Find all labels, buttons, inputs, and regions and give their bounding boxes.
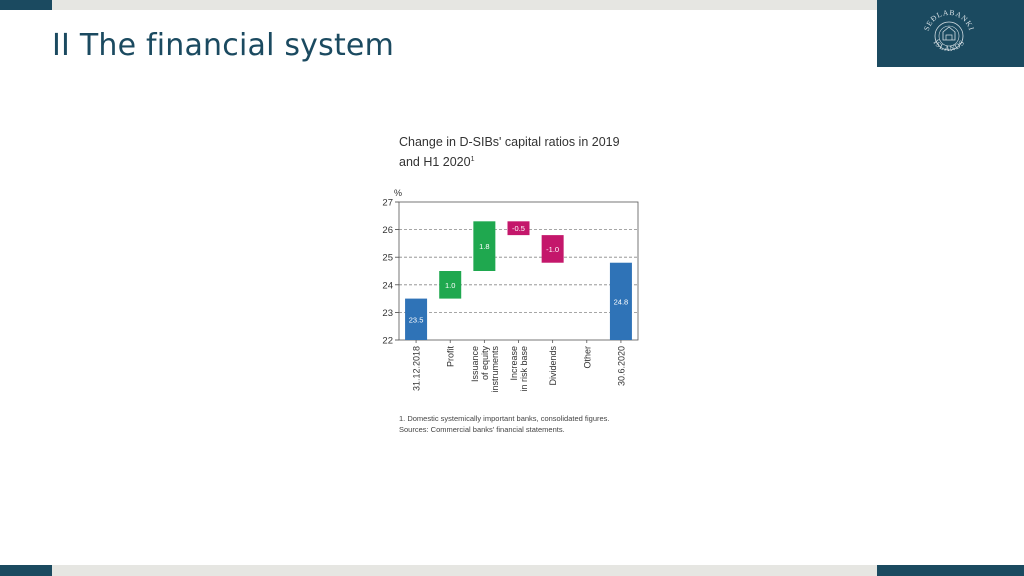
x-tick-label-line: Increase bbox=[509, 346, 519, 381]
bar-value-label: 23.5 bbox=[409, 315, 424, 324]
x-tick-label-line: Profit bbox=[446, 346, 456, 368]
x-tick-label: 31.12.2018 bbox=[412, 346, 422, 391]
y-axis-label: % bbox=[394, 188, 402, 198]
waterfall-chart: 22 23 24 25 26 27% 23.5 31.12.2018 1.0 Profit 1.8 I… bbox=[382, 188, 639, 393]
bottom-accent-bar-right bbox=[877, 565, 1024, 576]
footnote-sources: Sources: Commercial banks' financial sta… bbox=[399, 425, 565, 434]
x-tick-label: Increase in risk base bbox=[509, 346, 529, 392]
central-bank-logo: SEÐLABANKI ÍSLANDS bbox=[877, 0, 1024, 67]
x-tick-label-line: Issuance bbox=[470, 346, 480, 382]
x-tick-label-line: in risk base bbox=[519, 346, 529, 392]
chart-title-footnote-marker: 1 bbox=[470, 156, 475, 163]
svg-text:SEÐLABANKI: SEÐLABANKI bbox=[922, 8, 976, 32]
y-tick-label: 24 bbox=[382, 280, 393, 291]
x-tick-label: Other bbox=[582, 346, 592, 369]
y-tick-label: 25 bbox=[382, 253, 393, 264]
x-tick-label-line: Other bbox=[582, 346, 592, 369]
x-tick-label: 30.6.2020 bbox=[616, 346, 626, 386]
bar-value-label: -1.0 bbox=[546, 245, 559, 254]
x-tick-label: Issuance of equity instruments bbox=[470, 346, 500, 393]
bar bbox=[405, 298, 428, 340]
bar-value-label: -0.5 bbox=[512, 224, 525, 233]
bar bbox=[473, 221, 496, 271]
x-tick-label-line: 31.12.2018 bbox=[412, 346, 422, 391]
bar-value-label: 24.8 bbox=[614, 297, 629, 306]
y-tick-label: 23 bbox=[382, 308, 393, 319]
y-tick-label: 22 bbox=[382, 336, 393, 347]
bar-value-label: 1.0 bbox=[445, 281, 455, 290]
chart-title-text: Change in D-SIBs' capital ratios in 2019… bbox=[399, 135, 620, 170]
footnote-1: 1. Domestic systemically important banks… bbox=[399, 414, 610, 423]
bar bbox=[609, 262, 632, 340]
logo-text-bottom: ÍSLANDS bbox=[932, 37, 966, 53]
bar bbox=[507, 221, 530, 236]
top-accent-bar-light bbox=[52, 0, 878, 10]
x-tick-label-line: 30.6.2020 bbox=[616, 346, 626, 386]
logo-text-top: SEÐLABANKI bbox=[922, 8, 976, 32]
svg-text:ÍSLANDS: ÍSLANDS bbox=[932, 37, 967, 53]
chart-footnotes: 1. Domestic systemically important banks… bbox=[399, 413, 610, 435]
bottom-accent-bar-left bbox=[0, 565, 52, 576]
top-accent-bar-dark bbox=[0, 0, 52, 10]
x-tick-label-line: Dividends bbox=[548, 346, 558, 386]
y-tick-label: 26 bbox=[382, 225, 393, 236]
bar bbox=[439, 271, 462, 299]
y-tick-label: 27 bbox=[382, 198, 393, 209]
page-title: II The financial system bbox=[52, 28, 395, 63]
seal-icon: SEÐLABANKI ÍSLANDS bbox=[922, 8, 976, 53]
x-tick-label-line: instruments bbox=[490, 346, 500, 393]
bottom-accent-bar-light bbox=[52, 565, 878, 576]
bar bbox=[541, 235, 564, 263]
x-tick-label: Profit bbox=[446, 346, 456, 368]
x-tick-label-line: of equity bbox=[480, 346, 490, 381]
chart-title: Change in D-SIBs' capital ratios in 2019… bbox=[399, 134, 639, 171]
bar-value-label: 1.8 bbox=[479, 242, 489, 251]
x-tick-label: Dividends bbox=[548, 346, 558, 386]
